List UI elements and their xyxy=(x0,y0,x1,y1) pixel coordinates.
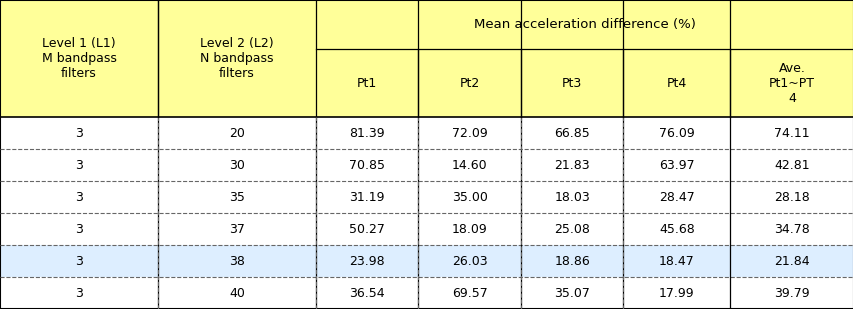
Text: 18.03: 18.03 xyxy=(554,191,589,204)
Bar xyxy=(0,213,853,245)
Text: Pt2: Pt2 xyxy=(459,77,479,90)
Bar xyxy=(729,49,853,117)
Text: 70.85: 70.85 xyxy=(349,159,385,172)
Text: Level 2 (L2)
N bandpass
filters: Level 2 (L2) N bandpass filters xyxy=(200,37,274,80)
Text: 21.84: 21.84 xyxy=(774,255,809,268)
Bar xyxy=(316,49,418,117)
Bar xyxy=(418,49,520,117)
Text: 35: 35 xyxy=(229,191,245,204)
Text: 38: 38 xyxy=(229,255,245,268)
Text: 40: 40 xyxy=(229,286,245,299)
Text: 35.00: 35.00 xyxy=(451,191,487,204)
Text: 34.78: 34.78 xyxy=(774,223,809,236)
Text: 66.85: 66.85 xyxy=(554,127,589,140)
Text: 28.18: 28.18 xyxy=(774,191,809,204)
Text: 28.47: 28.47 xyxy=(659,191,693,204)
Text: Pt1: Pt1 xyxy=(357,77,377,90)
Bar xyxy=(0,245,853,277)
Text: Mean acceleration difference (%): Mean acceleration difference (%) xyxy=(473,18,695,31)
Bar xyxy=(0,149,853,181)
Text: Level 1 (L1)
M bandpass
filters: Level 1 (L1) M bandpass filters xyxy=(42,37,116,80)
Text: 69.57: 69.57 xyxy=(451,286,487,299)
Bar xyxy=(316,0,853,49)
Text: 17.99: 17.99 xyxy=(659,286,693,299)
Bar xyxy=(520,49,623,117)
Text: 72.09: 72.09 xyxy=(451,127,487,140)
Text: 18.09: 18.09 xyxy=(451,223,487,236)
Text: 18.86: 18.86 xyxy=(554,255,589,268)
Text: 39.79: 39.79 xyxy=(774,286,809,299)
Text: 76.09: 76.09 xyxy=(659,127,693,140)
Text: 81.39: 81.39 xyxy=(349,127,385,140)
Text: 23.98: 23.98 xyxy=(349,255,385,268)
Bar xyxy=(0,117,853,149)
Text: 42.81: 42.81 xyxy=(774,159,809,172)
Text: 74.11: 74.11 xyxy=(774,127,809,140)
Text: 36.54: 36.54 xyxy=(349,286,385,299)
Text: 25.08: 25.08 xyxy=(554,223,589,236)
Text: 3: 3 xyxy=(75,127,83,140)
Text: 14.60: 14.60 xyxy=(451,159,487,172)
Bar xyxy=(623,49,729,117)
Bar xyxy=(0,181,853,213)
Text: 21.83: 21.83 xyxy=(554,159,589,172)
Bar xyxy=(0,277,853,309)
Text: 3: 3 xyxy=(75,255,83,268)
Text: 3: 3 xyxy=(75,191,83,204)
Text: 20: 20 xyxy=(229,127,245,140)
Text: 35.07: 35.07 xyxy=(554,286,589,299)
Text: 30: 30 xyxy=(229,159,245,172)
Text: 18.47: 18.47 xyxy=(659,255,693,268)
Text: 37: 37 xyxy=(229,223,245,236)
Text: 3: 3 xyxy=(75,223,83,236)
Text: 50.27: 50.27 xyxy=(349,223,385,236)
Text: Pt4: Pt4 xyxy=(666,77,686,90)
Text: 31.19: 31.19 xyxy=(349,191,385,204)
Text: 63.97: 63.97 xyxy=(659,159,693,172)
Bar xyxy=(158,0,316,117)
Text: 3: 3 xyxy=(75,159,83,172)
Text: 3: 3 xyxy=(75,286,83,299)
Text: Ave.
Pt1~PT
4: Ave. Pt1~PT 4 xyxy=(769,62,814,105)
Text: 26.03: 26.03 xyxy=(451,255,487,268)
Text: Pt3: Pt3 xyxy=(561,77,582,90)
Text: 45.68: 45.68 xyxy=(659,223,693,236)
Bar xyxy=(0,0,158,117)
